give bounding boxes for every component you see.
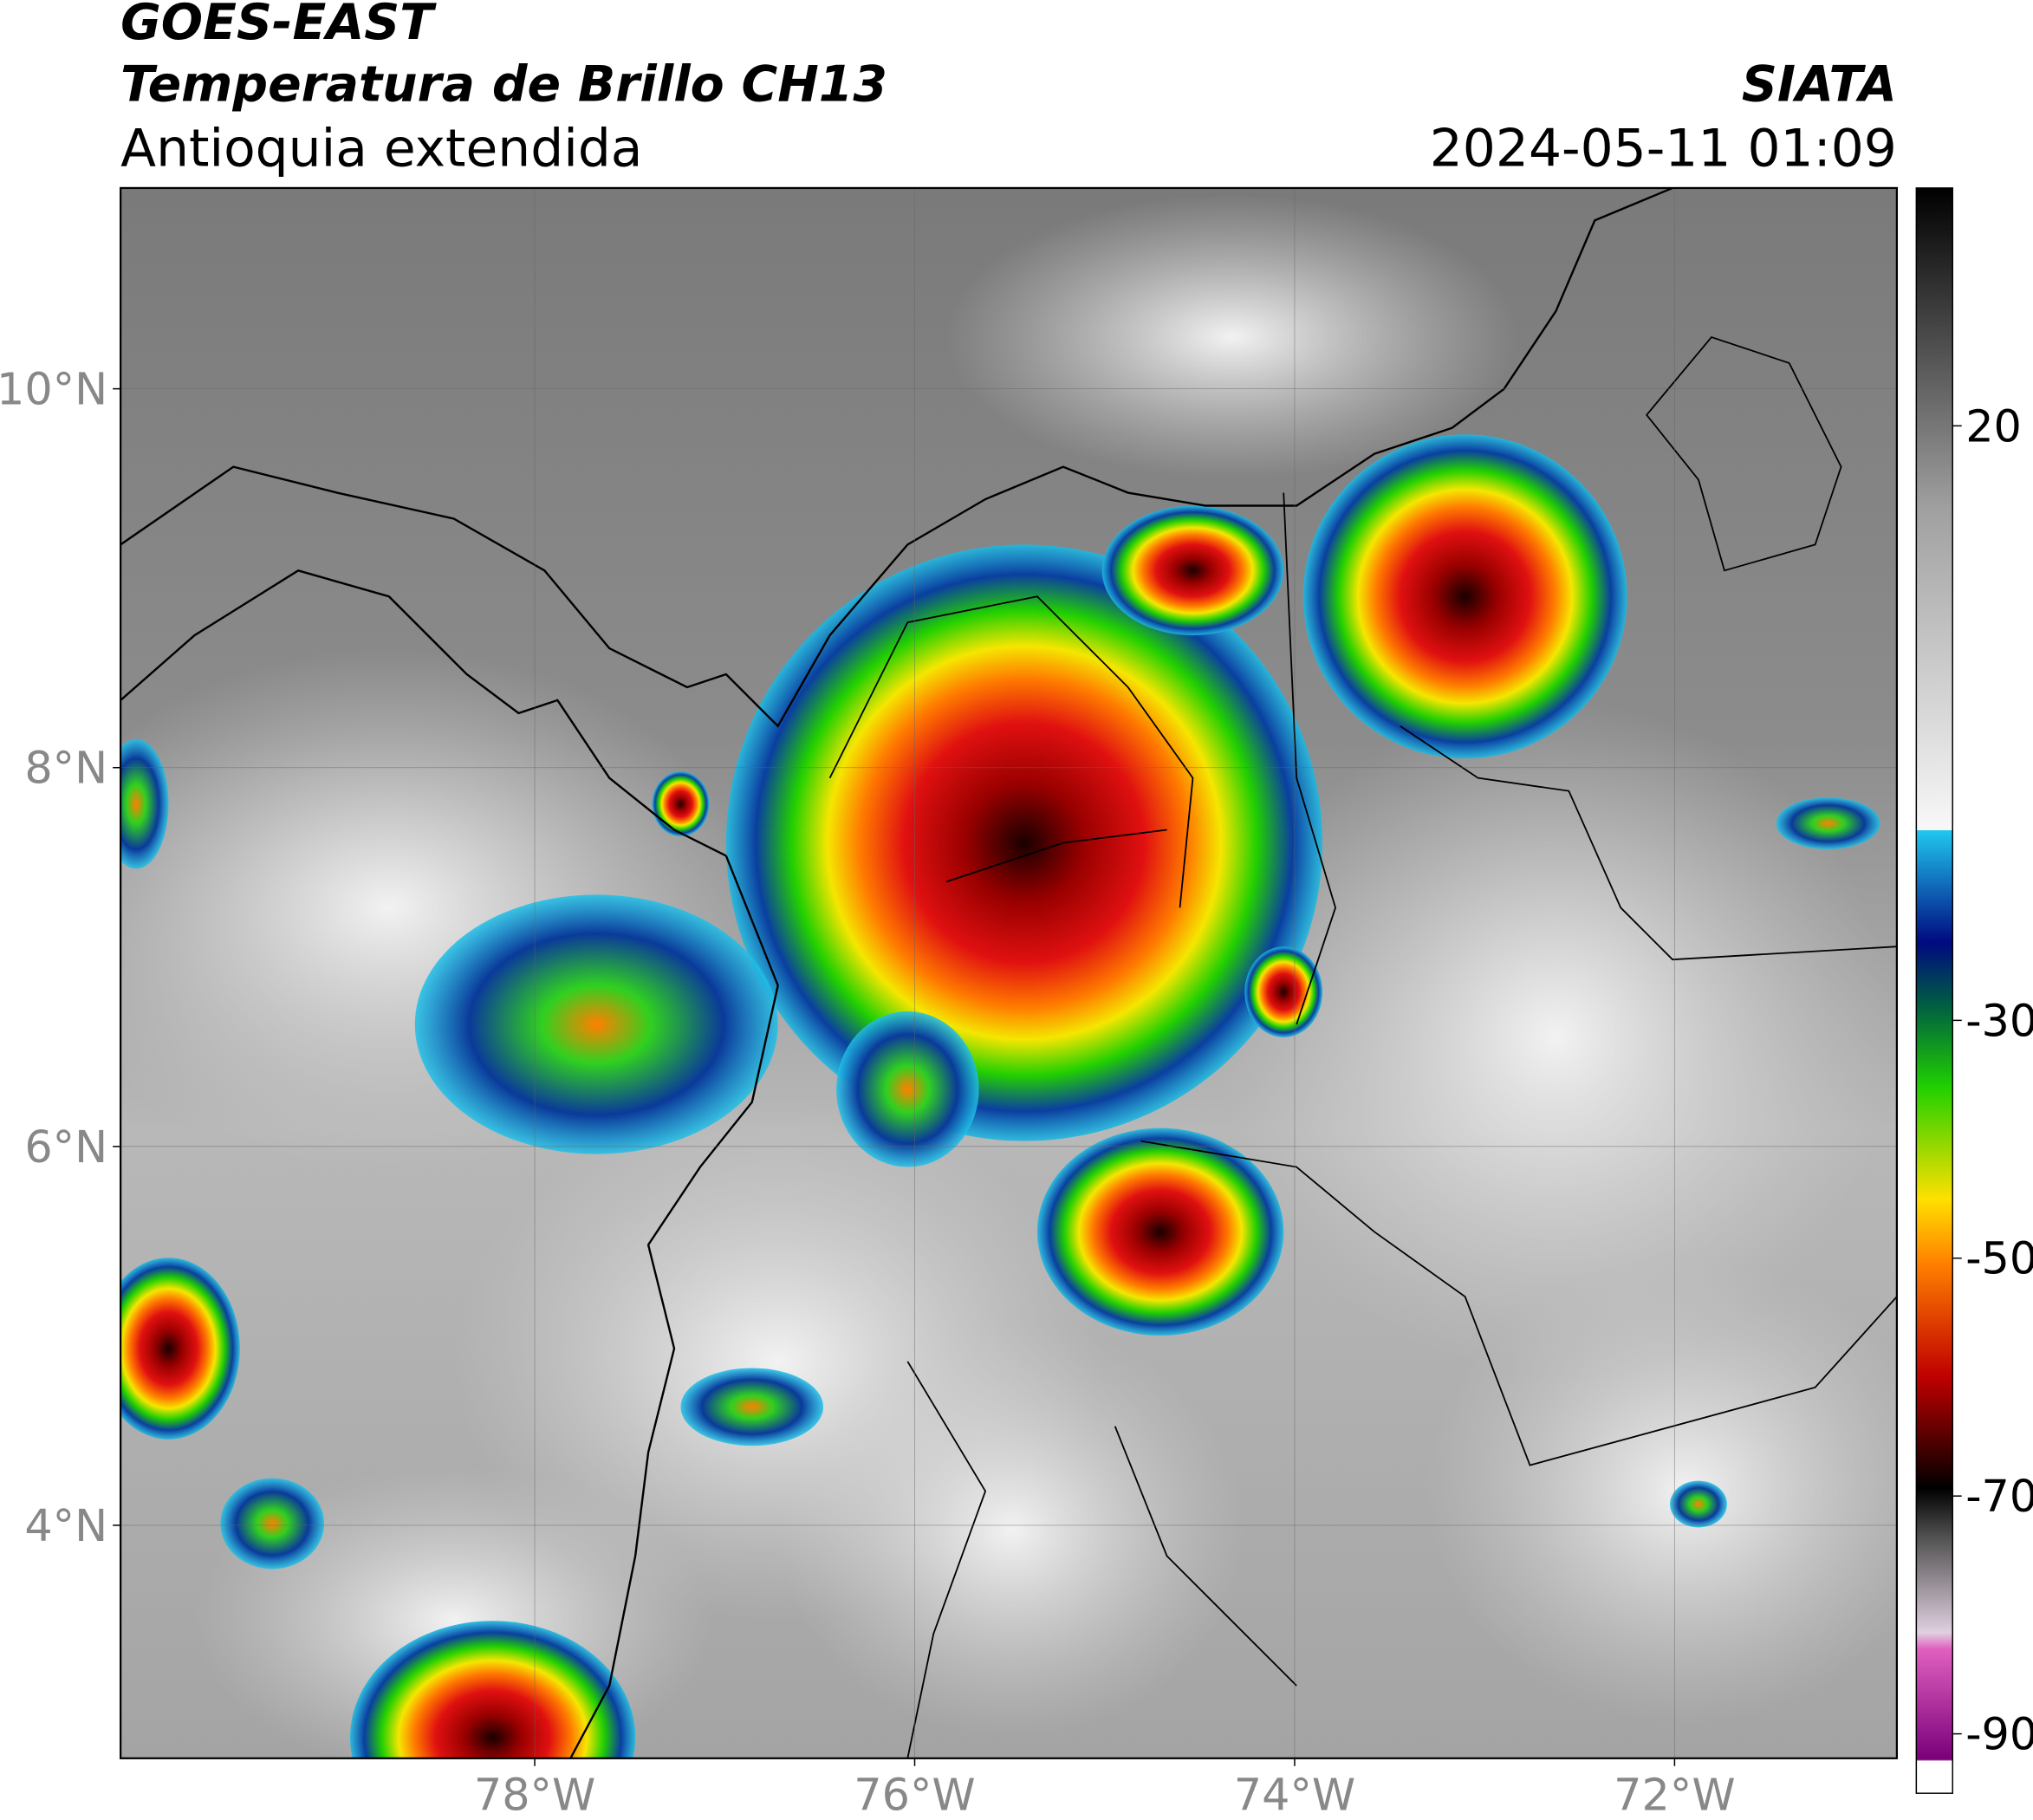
satellite-image — [120, 187, 1897, 1758]
colorbar-tick-label: 20 — [1965, 400, 2022, 452]
x-tick-label: 74°W — [1234, 1770, 1355, 1820]
plot-frame — [120, 186, 1899, 1759]
colorbar-tick-label: -30 — [1965, 995, 2033, 1046]
grid — [120, 187, 1897, 1758]
colorbar — [1915, 187, 1953, 1794]
colorbar-tick-label: -50 — [1965, 1233, 2033, 1284]
date: 2024-05-11 01:09 — [1430, 119, 1897, 179]
colorbar-tick-label: -70 — [1965, 1471, 2033, 1522]
x-tick-label: 76°W — [854, 1770, 975, 1820]
x-tick-label: 78°W — [474, 1770, 595, 1820]
source: SIATA — [1742, 56, 1897, 114]
colorbar-tick-label: -90 — [1965, 1709, 2033, 1760]
y-tick-label: 6°N — [24, 1121, 107, 1173]
region: Antioquia extendida — [120, 119, 642, 179]
subtitle: Temperatura de Brillo CH13 — [120, 56, 887, 114]
x-tick-label: 72°W — [1614, 1770, 1735, 1820]
y-tick-label: 8°N — [24, 743, 107, 794]
y-tick-label: 4°N — [24, 1500, 107, 1551]
title: GOES-EAST — [120, 0, 437, 51]
y-tick-label: 10°N — [0, 364, 107, 415]
